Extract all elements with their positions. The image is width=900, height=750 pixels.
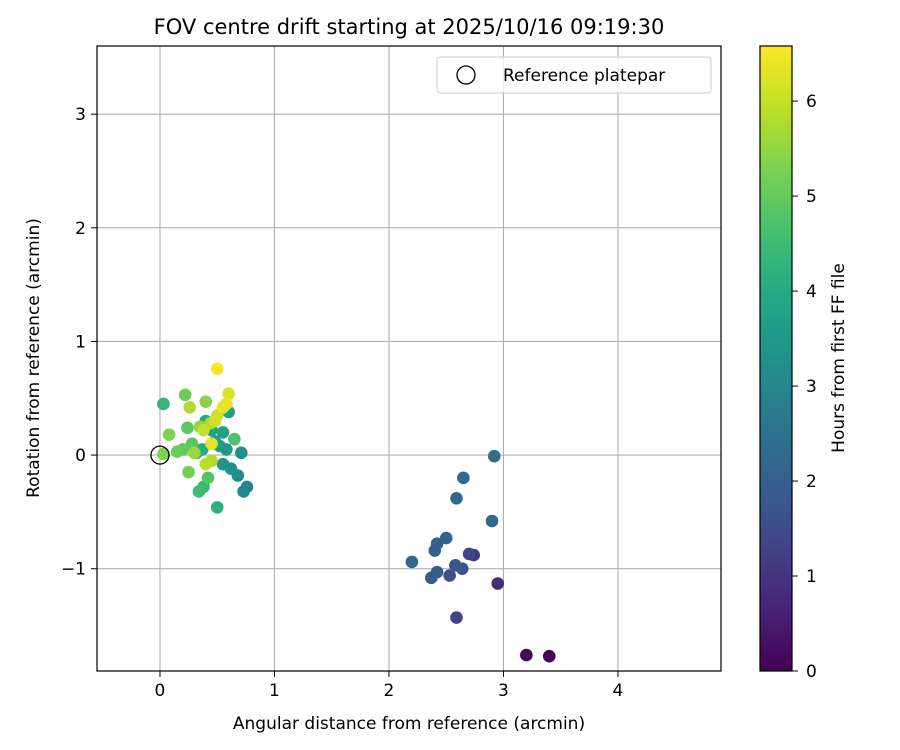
data-point: [485, 514, 499, 528]
data-point: [425, 571, 438, 585]
data-point: [222, 387, 235, 401]
data-point: [201, 471, 215, 485]
colorbar: 0 1 2 3 4 5 6 Hours from first FF file: [759, 45, 849, 682]
data-point: [178, 388, 192, 402]
x-tick-label: 3: [498, 681, 509, 701]
y-axis-label: Rotation from reference (arcmin): [24, 218, 44, 498]
plot-frame: [96, 45, 722, 672]
y-tick-label: 2: [75, 219, 86, 239]
data-point: [450, 611, 463, 624]
data-point: [457, 471, 470, 485]
data-point: [237, 485, 250, 498]
reference-platepar-marker: [150, 445, 170, 465]
colorbar-tick-label: 6: [806, 92, 817, 112]
data-point: [192, 485, 206, 498]
data-point: [205, 437, 218, 451]
x-ticks: 0 1 2 3 4: [155, 671, 624, 701]
data-point: [228, 432, 241, 446]
data-point: [162, 428, 176, 441]
data-point: [234, 446, 248, 460]
data-point: [430, 537, 444, 551]
colorbar-gradient: [759, 45, 793, 672]
colorbar-ticks: 0 1 2 3 4 5 6: [792, 92, 817, 682]
reference-marker-layer: [150, 445, 170, 465]
chart-title: FOV centre drift starting at 2025/10/16 …: [154, 15, 665, 39]
data-point: [188, 446, 201, 460]
colorbar-tick-label: 3: [806, 377, 817, 397]
data-point: [443, 569, 456, 582]
data-point: [183, 401, 197, 414]
colorbar-tick-label: 1: [806, 567, 817, 587]
data-point: [449, 559, 462, 572]
data-point: [210, 362, 224, 376]
colorbar-label: Hours from first FF file: [829, 263, 849, 453]
x-tick-label: 1: [269, 681, 280, 701]
data-point: [199, 395, 213, 408]
y-ticks: −1 0 1 2 3: [61, 105, 97, 580]
y-tick-label: 0: [75, 446, 86, 466]
y-tick-label: 1: [75, 332, 86, 352]
data-point: [405, 555, 419, 569]
x-tick-label: 2: [384, 681, 395, 701]
data-point: [157, 447, 170, 461]
legend: Reference platepar: [436, 56, 712, 94]
data-point: [216, 457, 230, 471]
data-point: [197, 423, 210, 437]
data-point: [439, 531, 453, 545]
legend-marker: [456, 65, 476, 85]
data-point: [181, 421, 194, 435]
data-point: [487, 449, 501, 463]
data-point: [210, 501, 224, 514]
colorbar-tick-label: 0: [806, 662, 817, 682]
legend-box: [436, 56, 712, 94]
data-points: [157, 362, 556, 663]
colorbar-tick-label: 5: [806, 187, 817, 207]
data-point: [216, 426, 230, 439]
colorbar-tick-label: 4: [806, 282, 817, 302]
legend-label: Reference platepar: [503, 66, 665, 86]
x-tick-label: 4: [613, 681, 624, 701]
data-point: [199, 457, 213, 471]
grid-lines: [97, 46, 721, 671]
data-point: [520, 648, 533, 662]
data-point: [450, 491, 463, 505]
data-point: [491, 577, 505, 590]
data-point: [542, 649, 556, 663]
data-point: [220, 397, 233, 411]
y-tick-label: 3: [75, 105, 86, 125]
data-point: [182, 465, 195, 479]
data-point: [462, 547, 476, 561]
x-tick-label: 0: [155, 681, 166, 701]
data-point: [157, 397, 170, 411]
colorbar-tick-label: 2: [806, 472, 817, 492]
x-axis-label: Angular distance from reference (arcmin): [233, 714, 585, 734]
data-point: [170, 445, 184, 458]
y-tick-label: −1: [61, 560, 86, 580]
